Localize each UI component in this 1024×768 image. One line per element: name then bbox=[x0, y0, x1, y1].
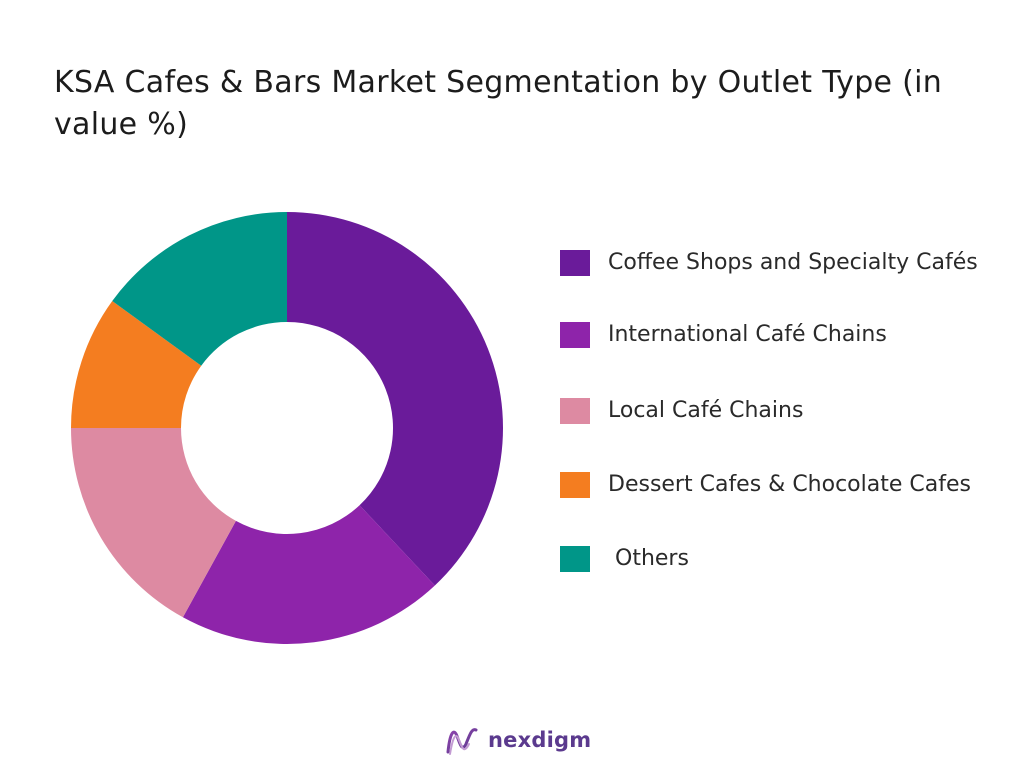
legend-swatch bbox=[560, 472, 590, 498]
legend-swatch bbox=[560, 250, 590, 276]
legend-item-coffee-shops: Coffee Shops and Specialty Cafés bbox=[560, 246, 978, 280]
legend-item-local-chains: Local Café Chains bbox=[560, 394, 978, 428]
legend-swatch bbox=[560, 398, 590, 424]
nexdigm-logo-icon bbox=[446, 728, 478, 755]
chart-title: KSA Cafes & Bars Market Segmentation by … bbox=[54, 65, 943, 142]
nexdigm-logo: nexdigm bbox=[444, 722, 591, 758]
legend-item-others: Others bbox=[560, 542, 978, 576]
legend-swatch bbox=[560, 546, 590, 572]
legend-label: Others bbox=[608, 546, 689, 571]
donut-slice-4 bbox=[112, 212, 288, 366]
logo-text: nexdigm bbox=[488, 728, 592, 752]
legend-label: Coffee Shops and Specialty Cafés bbox=[608, 250, 978, 275]
legend-item-dessert-cafes: Dessert Cafes & Chocolate Cafes bbox=[560, 468, 978, 502]
legend-label: International Café Chains bbox=[608, 322, 887, 347]
donut-slice-1 bbox=[182, 505, 435, 644]
legend-label: Dessert Cafes & Chocolate Cafes bbox=[608, 472, 971, 497]
legend-label: Local Café Chains bbox=[608, 398, 804, 423]
donut-slice-3 bbox=[71, 301, 202, 428]
donut-slice-0 bbox=[287, 212, 504, 586]
legend-item-international-chains: International Café Chains bbox=[560, 318, 978, 352]
donut-slice-2 bbox=[70, 428, 236, 618]
legend-swatch bbox=[560, 322, 590, 348]
